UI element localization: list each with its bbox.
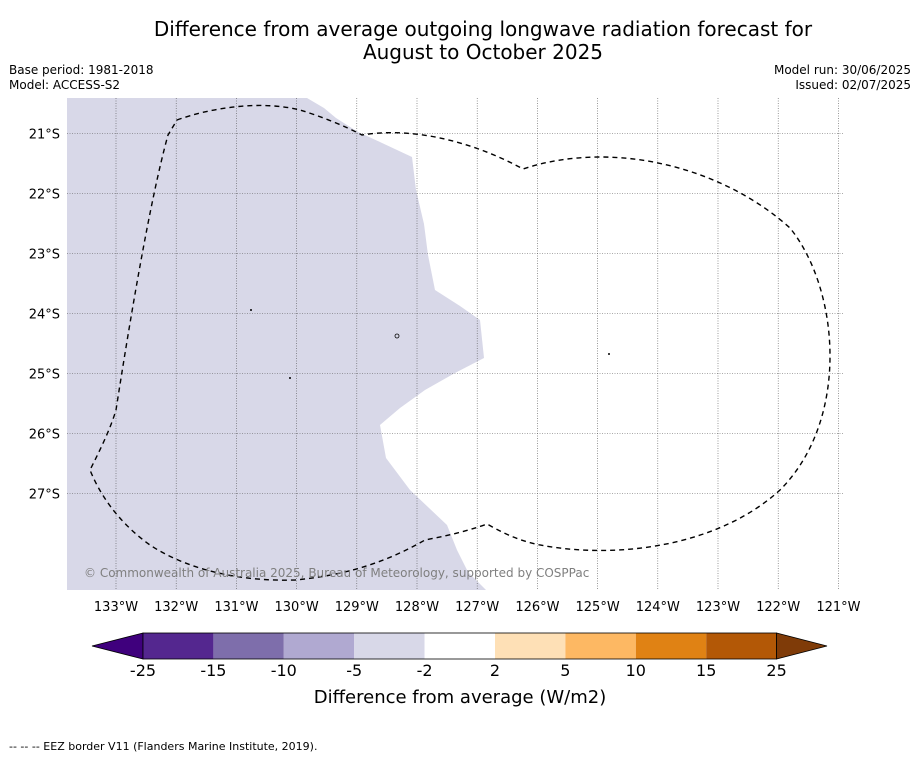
lat-tick-label: 26°S [29, 428, 60, 443]
title-line-2: August to October 2025 [362, 40, 604, 64]
colorbar-segment [495, 633, 566, 659]
colorbar-segment [635, 633, 707, 659]
lat-tick-label: 21°S [29, 128, 60, 143]
lon-tick-label: 122°W [756, 600, 800, 615]
chart-title: Difference from average outgoing longwav… [0, 18, 919, 64]
lat-tick-label: 27°S [29, 488, 60, 503]
colorbar-segment [143, 633, 214, 659]
islands [250, 309, 610, 379]
shaded-region [67, 98, 486, 590]
colorbar-tick-label: -5 [346, 661, 362, 680]
colorbar-tick-label: 5 [560, 661, 570, 680]
title-line-1: Difference from average outgoing longwav… [153, 17, 813, 41]
base-period: Base period: 1981-2018 [9, 63, 154, 77]
lon-tick-label: 131°W [214, 600, 258, 615]
lon-tick-label: 124°W [636, 600, 680, 615]
colorbar-tick-label: 2 [490, 661, 500, 680]
colorbar-tick-label: 15 [696, 661, 716, 680]
lon-tick-label: 121°W [816, 600, 860, 615]
colorbar-extend-max [776, 632, 828, 660]
longitude-labels: 133°W 132°W 131°W 130°W 129°W 128°W 127°W 126°W… [94, 600, 861, 615]
copyright-text: © Commonwealth of Australia 2025, Bureau… [84, 566, 589, 580]
meta-left: Base period: 1981-2018 Model: ACCESS-S2 [9, 63, 154, 93]
colorbar-segment [706, 633, 777, 659]
lon-tick-label: 126°W [515, 600, 559, 615]
lat-tick-label: 23°S [29, 248, 60, 263]
colorbar-tick-label: 10 [626, 661, 646, 680]
footnote: -- -- -- EEZ border V11 (Flanders Marine… [9, 740, 318, 753]
meta-right: Model run: 30/06/2025 Issued: 02/07/2025 [774, 63, 911, 93]
colorbar-segment [213, 633, 284, 659]
lat-tick-label: 24°S [29, 308, 60, 323]
lon-tick-label: 133°W [94, 600, 138, 615]
colorbar-tick-label: -15 [200, 661, 226, 680]
latitude-labels: 21°S 22°S 23°S 24°S 25°S 26°S 27°S [29, 128, 60, 503]
colorbar-segment [565, 633, 636, 659]
grid-lines [67, 98, 843, 590]
island-mark [250, 309, 252, 311]
colorbar-tick-label: -2 [417, 661, 433, 680]
lon-tick-label: 129°W [335, 600, 379, 615]
colorbar-segment [283, 633, 355, 659]
lon-tick-label: 123°W [696, 600, 740, 615]
model-run: Model run: 30/06/2025 [773, 63, 911, 77]
colorbar-tick-label: -10 [271, 661, 297, 680]
lon-tick-label: 130°W [275, 600, 319, 615]
colorbar-tick-label: 25 [766, 661, 786, 680]
island-mark [608, 353, 610, 355]
colorbar-label: Difference from average (W/m2) [314, 687, 606, 708]
eez-border [89, 104, 831, 581]
island-mark [394, 333, 400, 339]
lon-tick-label: 125°W [576, 600, 620, 615]
colorbar-segment [424, 633, 495, 659]
lon-tick-label: 127°W [455, 600, 499, 615]
map-panel: © Commonwealth of Australia 2025, Bureau… [67, 98, 843, 590]
lat-tick-label: 22°S [29, 188, 60, 203]
lon-tick-label: 128°W [395, 600, 439, 615]
colorbar-tick-label: -25 [130, 661, 156, 680]
colorbar-extend-min [91, 632, 144, 660]
island-mark [289, 377, 291, 379]
lon-tick-label: 132°W [154, 600, 198, 615]
colorbar-outline [142, 632, 777, 660]
lat-tick-label: 25°S [29, 368, 60, 383]
colorbar: -25 -15 -10 -5 -2 2 5 10 15 25 [91, 632, 828, 680]
colorbar-segment [354, 633, 425, 659]
issued-date: Issued: 02/07/2025 [795, 78, 911, 92]
model-name: Model: ACCESS-S2 [9, 78, 121, 92]
